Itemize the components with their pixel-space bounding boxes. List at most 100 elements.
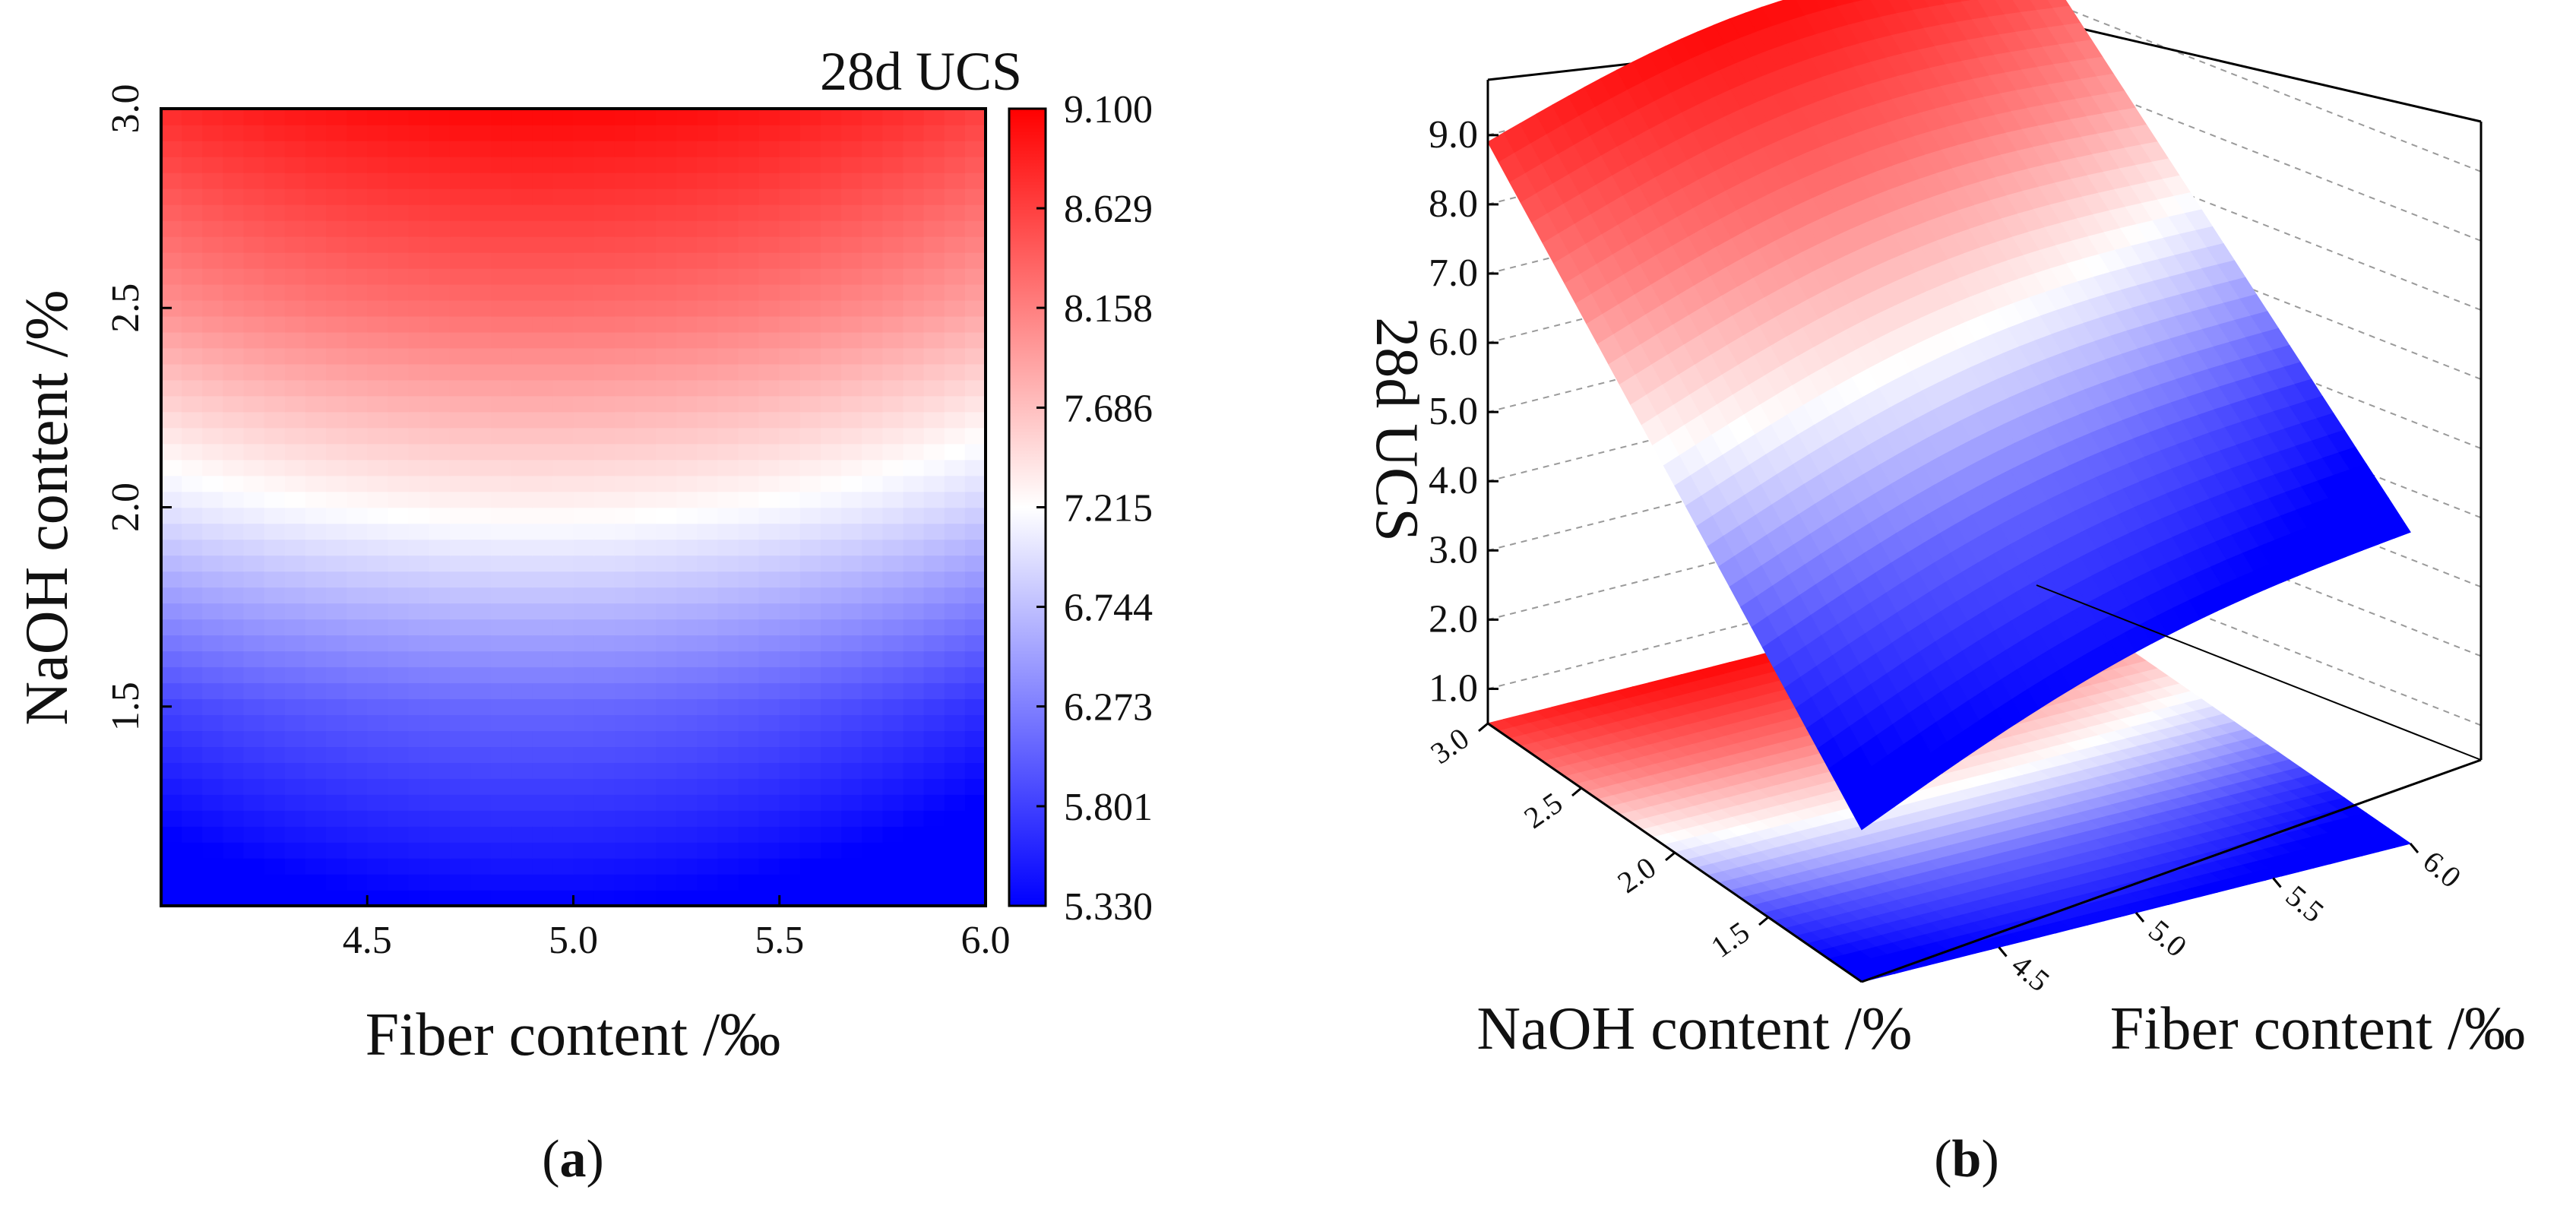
fiber-tick-mark — [2409, 843, 2419, 853]
heatmap-cell — [614, 507, 636, 524]
heatmap-cell — [470, 283, 492, 301]
heatmap-cell — [923, 858, 945, 875]
heatmap-cell — [779, 204, 801, 221]
heatmap-cell — [738, 475, 760, 492]
heatmap-cell — [593, 491, 616, 508]
heatmap-cell — [305, 523, 327, 540]
heatmap-cell — [388, 858, 410, 875]
heatmap-cell — [758, 443, 780, 461]
heatmap-cell — [202, 427, 224, 445]
heatmap-cell — [738, 874, 760, 891]
heatmap-cell — [573, 379, 595, 397]
heatmap-cell — [305, 858, 327, 875]
heatmap-cell — [243, 220, 265, 237]
heatmap-cell — [779, 188, 801, 205]
heatmap-cell — [593, 890, 616, 907]
heatmap-cell — [347, 491, 369, 508]
heatmap-cell — [367, 666, 389, 684]
y-tick-label: 1.5 — [104, 682, 147, 731]
heatmap-cell — [697, 603, 719, 620]
heatmap-cell — [223, 299, 245, 317]
heatmap-cell — [964, 842, 986, 859]
heatmap-cell — [593, 730, 616, 747]
heatmap-cell — [758, 156, 780, 173]
heatmap-cell — [243, 826, 265, 843]
heatmap-cell — [964, 156, 986, 173]
heatmap-cell — [470, 299, 492, 317]
heatmap-cell — [264, 682, 286, 700]
heatmap-cell — [161, 411, 182, 429]
heatmap-cell — [717, 794, 739, 811]
heatmap-cell — [862, 443, 884, 461]
heatmap-cell — [367, 220, 389, 237]
heatmap-cell — [511, 299, 533, 317]
heatmap-cell — [841, 395, 863, 413]
heatmap-cell — [491, 347, 512, 365]
heatmap-cell — [511, 363, 533, 381]
heatmap-cell — [614, 491, 636, 508]
heatmap-cell — [347, 635, 369, 652]
heatmap-cell — [944, 794, 966, 811]
z-tick-label: 6.0 — [1429, 321, 1478, 364]
panel-b-letter: b — [1952, 1130, 1982, 1189]
heatmap-cell — [799, 331, 821, 349]
heatmap-cell — [821, 842, 842, 859]
heatmap-cell — [326, 459, 347, 476]
heatmap-cell — [903, 156, 925, 173]
heatmap-cell — [676, 555, 698, 572]
heatmap-cell — [635, 459, 657, 476]
heatmap-cell — [573, 730, 595, 747]
heatmap-cell — [964, 746, 986, 763]
heatmap-cell — [676, 746, 698, 763]
heatmap-cell — [408, 283, 430, 301]
heatmap-cell — [656, 666, 677, 684]
heatmap-cell — [449, 555, 471, 572]
heatmap-cell — [676, 714, 698, 732]
heatmap-cell — [656, 826, 677, 843]
heatmap-cell — [326, 619, 347, 636]
heatmap-cell — [758, 331, 780, 349]
heatmap-cell — [491, 156, 512, 173]
heatmap-cell — [223, 124, 245, 141]
heatmap-cell — [882, 794, 904, 811]
heatmap-cell — [738, 299, 760, 317]
heatmap-cell — [408, 236, 430, 253]
heatmap-cell — [408, 507, 430, 524]
heatmap-cell — [161, 842, 182, 859]
heatmap-cell — [326, 858, 347, 875]
heatmap-cell — [264, 603, 286, 620]
heatmap-cell — [635, 603, 657, 620]
heatmap-cell — [821, 698, 842, 716]
heatmap-cell — [882, 443, 904, 461]
heatmap-cell — [408, 252, 430, 269]
heatmap-cell — [964, 507, 986, 524]
heatmap-cell — [429, 507, 451, 524]
heatmap-cell — [449, 587, 471, 604]
heatmap-cell — [882, 252, 904, 269]
heatmap-cell — [326, 140, 347, 157]
heatmap-cell — [656, 746, 677, 763]
heatmap-cell — [573, 746, 595, 763]
heatmap-cell — [944, 267, 966, 285]
heatmap-cell — [923, 395, 945, 413]
heatmap-cell — [573, 650, 595, 668]
heatmap-cell — [593, 858, 616, 875]
heatmap-cell — [532, 890, 554, 907]
heatmap-cell — [182, 587, 204, 604]
heatmap-cell — [593, 188, 616, 205]
heatmap-cell — [841, 172, 863, 189]
heatmap-cell — [326, 778, 347, 795]
heatmap-cell — [264, 252, 286, 269]
z-tick-label: 7.0 — [1429, 252, 1478, 295]
heatmap-cell — [862, 858, 884, 875]
heatmap-cell — [491, 698, 512, 716]
heatmap-cell — [470, 395, 492, 413]
heatmap-cell — [614, 666, 636, 684]
heatmap-cell — [656, 172, 677, 189]
heatmap-cell — [573, 475, 595, 492]
heatmap-cell — [449, 507, 471, 524]
heatmap-cell — [862, 810, 884, 827]
heatmap-cell — [305, 603, 327, 620]
heatmap-cell — [821, 109, 842, 125]
heatmap-cell — [717, 411, 739, 429]
